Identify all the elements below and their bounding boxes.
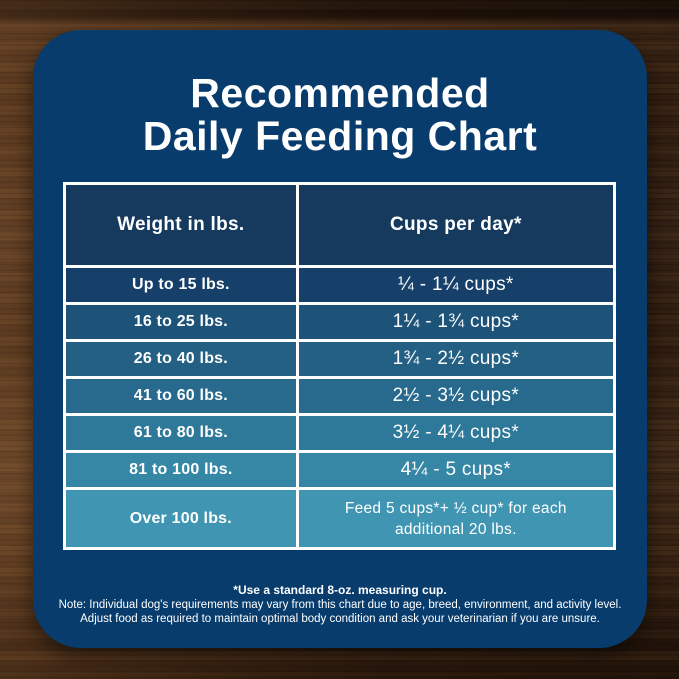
cups-cell: 4¼ - 5 cups* xyxy=(295,450,617,490)
table-row: 26 to 40 lbs. 1¾ - 2½ cups* xyxy=(63,339,617,379)
cups-cell: Feed 5 cups*+ ½ cup* for each additional… xyxy=(295,487,617,550)
table-row: Up to 15 lbs. ¼ - 1¼ cups* xyxy=(63,265,617,305)
cups-cell: 1¾ - 2½ cups* xyxy=(295,339,617,379)
table-row: 41 to 60 lbs. 2½ - 3½ cups* xyxy=(63,376,617,416)
weight-cell: Up to 15 lbs. xyxy=(63,265,299,305)
feeding-table: Weight in lbs. Cups per day* Up to 15 lb… xyxy=(63,182,617,550)
disclaimer-note-line1: Note: Individual dog's requirements may … xyxy=(58,599,622,611)
page-title: Recommended Daily Feeding Chart xyxy=(33,72,647,158)
cups-cell-text: Feed 5 cups*+ ½ cup* for each additional… xyxy=(344,499,567,538)
column-header-weight: Weight in lbs. xyxy=(63,182,299,268)
column-header-cups: Cups per day* xyxy=(295,182,617,268)
weight-cell: 81 to 100 lbs. xyxy=(63,450,299,490)
table-row: 16 to 25 lbs. 1¼ - 1¾ cups* xyxy=(63,302,617,342)
weight-cell: 26 to 40 lbs. xyxy=(63,339,299,379)
measuring-cup-note: *Use a standard 8-oz. measuring cup. xyxy=(233,583,447,597)
cups-cell: ¼ - 1¼ cups* xyxy=(295,265,617,305)
weight-cell: 16 to 25 lbs. xyxy=(63,302,299,342)
cups-cell: 1¼ - 1¾ cups* xyxy=(295,302,617,342)
feeding-chart-card: Recommended Daily Feeding Chart Weight i… xyxy=(33,30,647,648)
disclaimer-note-line2: Adjust food as required to maintain opti… xyxy=(80,613,600,625)
weight-cell: Over 100 lbs. xyxy=(63,487,299,550)
table-header-row: Weight in lbs. Cups per day* xyxy=(63,182,617,268)
page-title-line2: Daily Feeding Chart xyxy=(142,113,538,159)
table-row: 81 to 100 lbs. 4¼ - 5 cups* xyxy=(63,450,617,490)
cups-cell: 3½ - 4¼ cups* xyxy=(295,413,617,453)
table-row: Over 100 lbs. Feed 5 cups*+ ½ cup* for e… xyxy=(63,487,617,550)
weight-cell: 61 to 80 lbs. xyxy=(63,413,299,453)
cups-cell: 2½ - 3½ cups* xyxy=(295,376,617,416)
weight-cell: 41 to 60 lbs. xyxy=(63,376,299,416)
page-title-line1: Recommended xyxy=(190,70,490,116)
table-row: 61 to 80 lbs. 3½ - 4¼ cups* xyxy=(63,413,617,453)
footnotes: *Use a standard 8-oz. measuring cup. Not… xyxy=(33,583,647,626)
